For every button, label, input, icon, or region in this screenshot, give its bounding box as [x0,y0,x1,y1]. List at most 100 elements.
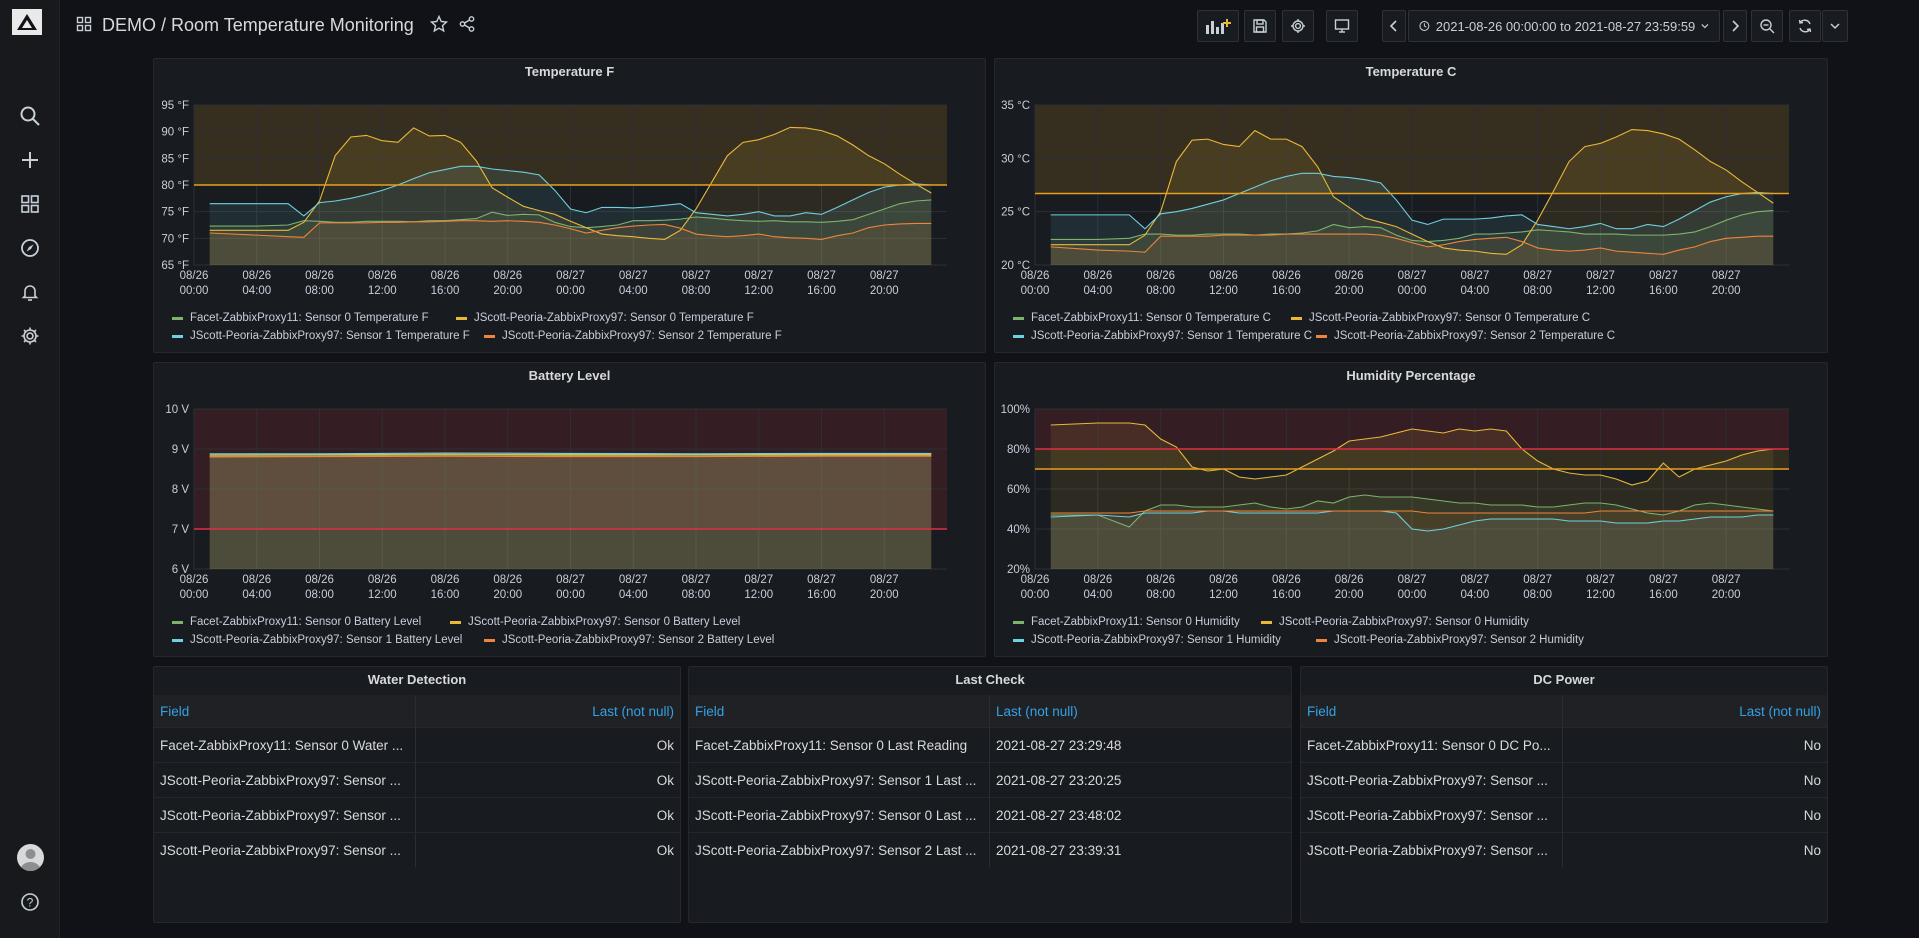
tv-mode-button[interactable] [1326,10,1358,42]
x-tick-label: 00:00 [1021,589,1050,601]
series-line[interactable] [1050,172,1774,230]
x-tick-label: 08/26 [1146,270,1175,282]
legend-label[interactable]: JScott-Peoria-ZabbixProxy97: Sensor 2 Te… [1334,330,1615,342]
panel-battery-level[interactable]: Battery Level 6 V 7 V 8 V 9 V 10 V 08/26 00:00… [153,362,986,657]
legend-label[interactable]: Facet-ZabbixProxy11: Sensor 0 Temperatur… [1031,312,1271,324]
x-tick-label: 04:00 [619,589,648,601]
plus-icon[interactable] [16,146,44,174]
x-tick-label: 08/27 [1712,574,1741,586]
column-header-last[interactable]: Last (not null) [1739,703,1821,719]
share-icon[interactable] [458,15,476,36]
x-tick-label: 08/27 [1586,270,1615,282]
legend-label[interactable]: JScott-Peoria-ZabbixProxy97: Sensor 0 Ba… [468,616,740,628]
temperature-c-chart: 20 °C 25 °C 30 °C 35 °C 08/26 00:00 08/26 04:00… [1001,100,1789,342]
x-tick-label: 08:00 [305,589,334,601]
series-line[interactable] [1050,494,1774,528]
panel-title[interactable]: Temperature C [1365,64,1457,79]
series-line[interactable] [209,453,932,456]
panel-title[interactable]: Water Detection [367,672,467,687]
series-line[interactable] [209,452,932,455]
x-tick-label: 08/27 [619,574,648,586]
column-header-field[interactable]: Field [1301,695,1563,727]
panel-title[interactable]: Battery Level [528,368,611,383]
y-tick-label: 6 V [172,564,190,576]
x-tick-label: 16:00 [1649,285,1678,297]
legend-label[interactable]: Facet-ZabbixProxy11: Sensor 0 Humidity [1031,616,1240,628]
table-cell-value: 2021-08-27 23:48:02 [996,807,1122,823]
avatar[interactable] [17,844,44,871]
series-line[interactable] [1050,233,1774,255]
page-title[interactable]: DEMO / Room Temperature Monitoring [102,15,414,35]
time-range-picker[interactable]: 2021-08-26 00:00:00 to 2021-08-27 23:59:… [1408,10,1720,42]
series-area [209,454,932,569]
panel-humidity[interactable]: Humidity Percentage 20% 40% 60% 80% 100% 08/2… [994,362,1828,657]
help-icon[interactable]: ? [16,888,44,916]
legend-label[interactable]: JScott-Peoria-ZabbixProxy97: Sensor 1 Ba… [190,634,462,646]
bell-icon[interactable] [16,278,44,306]
panel-title[interactable]: Last Check [955,672,1025,687]
column-header-last[interactable]: Last (not null) [996,703,1078,719]
compass-icon[interactable] [16,234,44,262]
series-line[interactable] [1050,510,1774,514]
legend-label[interactable]: JScott-Peoria-ZabbixProxy97: Sensor 0 Te… [474,312,754,324]
series-line[interactable] [209,220,932,240]
table-cell-field: JScott-Peoria-ZabbixProxy97: Sensor 2 La… [689,833,990,867]
legend-label[interactable]: JScott-Peoria-ZabbixProxy97: Sensor 2 Ba… [502,634,774,646]
x-tick-label: 12:00 [1586,589,1615,601]
time-forward-button[interactable] [1723,10,1747,42]
series-area [1050,495,1774,569]
series-line[interactable] [209,165,932,217]
time-back-button[interactable] [1382,10,1406,42]
series-line[interactable] [1050,422,1774,486]
series-line[interactable] [209,199,932,229]
column-header-last[interactable]: Last (not null) [592,703,674,719]
legend-label[interactable]: JScott-Peoria-ZabbixProxy97: Sensor 2 Hu… [1334,634,1584,646]
series-line[interactable] [209,454,932,457]
panel-last-check[interactable]: Last Check Field Last (not null) Facet-Z… [688,666,1292,923]
table-cell-value: No [1803,842,1821,858]
panel-temperature-f[interactable]: Temperature F 65 °F 70 °F 75 °F 80 °F 85 °F 9… [153,58,986,353]
series-area [209,166,932,265]
panel-temperature-c[interactable]: Temperature C 20 °C 25 °C 30 °C 35 °C 08/26 0… [994,58,1828,353]
zabbix-logo-icon[interactable] [12,9,42,35]
y-tick-label: 80 °F [161,180,189,192]
legend-label[interactable]: Facet-ZabbixProxy11: Sensor 0 Battery Le… [190,616,421,628]
series-line[interactable] [1050,128,1774,255]
y-tick-label: 7 V [172,524,190,536]
legend-label[interactable]: JScott-Peoria-ZabbixProxy97: Sensor 1 Te… [1031,330,1312,342]
table-row: Facet-ZabbixProxy11: Sensor 0 Last Readi… [689,727,1291,762]
legend-label[interactable]: Facet-ZabbixProxy11: Sensor 0 Temperatur… [190,312,429,324]
legend-label[interactable]: JScott-Peoria-ZabbixProxy97: Sensor 1 Hu… [1031,634,1281,646]
series-line[interactable] [209,126,932,240]
y-tick-label: 100% [1001,404,1030,416]
column-header-field[interactable]: Field [154,695,416,727]
panel-dc-power[interactable]: DC Power Field Last (not null) Facet-Zab… [1300,666,1828,923]
add-panel-button[interactable] [1197,10,1239,42]
panel-title[interactable]: Humidity Percentage [1346,368,1476,383]
legend-swatch [484,639,495,642]
x-tick-label: 04:00 [1460,285,1489,297]
zoom-out-button[interactable] [1751,10,1783,42]
refresh-button[interactable] [1789,10,1821,42]
legend-label[interactable]: JScott-Peoria-ZabbixProxy97: Sensor 2 Te… [502,330,782,342]
series-area [1050,511,1774,569]
series-line[interactable] [209,455,932,458]
panel-title[interactable]: DC Power [1533,672,1595,687]
legend-label[interactable]: JScott-Peoria-ZabbixProxy97: Sensor 0 Hu… [1279,616,1529,628]
series-area [1050,511,1774,569]
star-icon[interactable] [429,14,448,36]
x-tick-label: 20:00 [493,589,522,601]
dashboards-icon[interactable] [16,190,44,218]
panel-water-detection[interactable]: Water Detection Field Last (not null) Fa… [153,666,681,923]
x-tick-label: 16:00 [1272,285,1301,297]
save-dashboard-button[interactable] [1244,10,1276,42]
legend-label[interactable]: JScott-Peoria-ZabbixProxy97: Sensor 1 Te… [190,330,470,342]
series-line[interactable] [1050,210,1774,243]
panel-title[interactable]: Temperature F [524,64,615,79]
dashboard-settings-button[interactable] [1282,10,1314,42]
column-header-field[interactable]: Field [689,695,990,727]
legend-label[interactable]: JScott-Peoria-ZabbixProxy97: Sensor 0 Te… [1309,312,1590,324]
search-icon[interactable] [16,102,44,130]
refresh-interval-dropdown[interactable] [1822,10,1848,42]
gear-icon[interactable] [16,322,44,350]
